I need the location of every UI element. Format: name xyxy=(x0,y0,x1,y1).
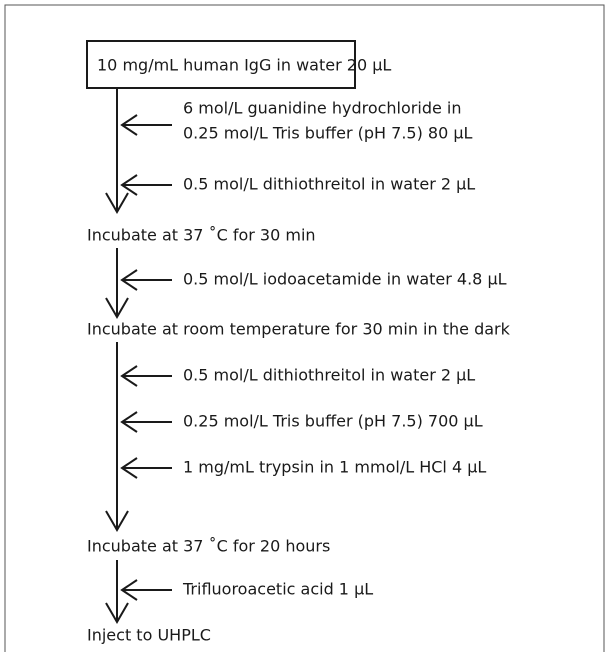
reagent: 0.25 mol/L Tris buffer (pH 7.5) 80 μL xyxy=(183,124,473,143)
flow-arrow xyxy=(105,560,129,624)
flow-arrow xyxy=(105,248,129,319)
add-arrow xyxy=(120,174,172,196)
add-arrow xyxy=(120,269,172,291)
step-label: Incubate at 37 ˚C for 20 hours xyxy=(87,537,330,556)
reagent: 0.5 mol/L iodoacetamide in water 4.8 μL xyxy=(183,270,507,289)
step-label: Incubate at 37 ˚C for 30 min xyxy=(87,226,316,245)
frame xyxy=(4,4,605,656)
reagent: 0.5 mol/L dithiothreitol in water 2 μL xyxy=(183,366,475,385)
add-arrow xyxy=(120,457,172,479)
flow-arrow xyxy=(105,342,129,532)
reagent: 0.25 mol/L Tris buffer (pH 7.5) 700 μL xyxy=(183,412,483,431)
step-label: Inject to UHPLC xyxy=(87,626,211,645)
step-label: Incubate at room temperature for 30 min … xyxy=(87,320,511,339)
add-arrow xyxy=(120,365,172,387)
flow-arrow xyxy=(105,88,129,214)
start-box xyxy=(86,40,356,89)
reagent: 1 mg/mL trypsin in 1 mmol/L HCl 4 μL xyxy=(183,458,486,477)
add-arrow xyxy=(120,579,172,601)
reagent: Trifluoroacetic acid 1 μL xyxy=(182,580,373,599)
add-arrow xyxy=(120,114,172,136)
reagent: 6 mol/L guanidine hydrochloride in xyxy=(183,99,461,118)
reagent: 0.5 mol/L dithiothreitol in water 2 μL xyxy=(183,175,475,194)
add-arrow xyxy=(120,411,172,433)
start-label: 10 mg/mL human IgG in water 20 μL xyxy=(97,56,391,75)
